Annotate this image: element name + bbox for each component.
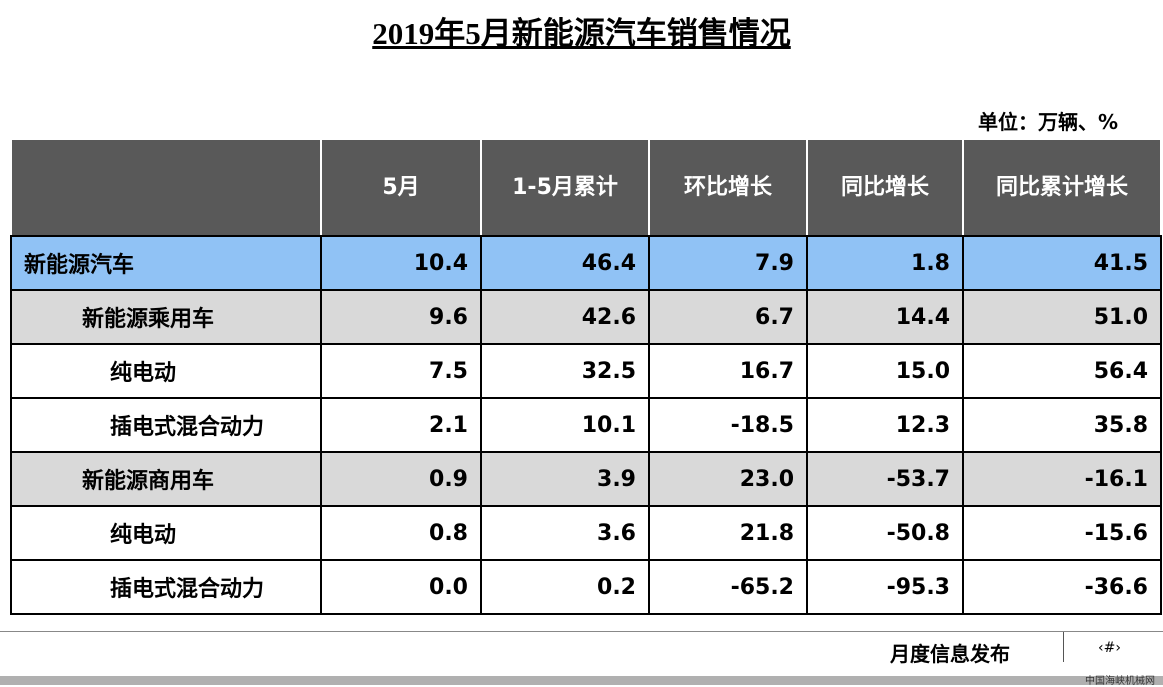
table-row: 新能源商用车 0.9 3.9 23.0 -53.7 -16.1 xyxy=(10,451,1162,507)
table-row: 纯电动 0.8 3.6 21.8 -50.8 -15.6 xyxy=(10,505,1162,561)
row-label: 新能源汽车 xyxy=(10,235,322,291)
value-cell: -95.3 xyxy=(806,559,964,615)
table-row: 插电式混合动力 0.0 0.2 -65.2 -95.3 -36.6 xyxy=(10,559,1162,615)
header-row: 5月 1-5月累计 环比增长 同比增长 同比累计增长 xyxy=(10,138,1162,237)
row-label: 插电式混合动力 xyxy=(10,559,322,615)
header-cell: 环比增长 xyxy=(648,138,808,237)
value-cell: 6.7 xyxy=(648,289,808,345)
value-cell: 23.0 xyxy=(648,451,808,507)
value-cell: 15.0 xyxy=(806,343,964,399)
value-cell: 7.5 xyxy=(320,343,482,399)
footer-line xyxy=(0,631,1163,632)
footer-label: 月度信息发布 xyxy=(890,642,1010,666)
value-cell: 51.0 xyxy=(962,289,1162,345)
value-cell: 42.6 xyxy=(480,289,650,345)
value-cell: -16.1 xyxy=(962,451,1162,507)
row-label: 新能源商用车 xyxy=(10,451,322,507)
value-cell: 56.4 xyxy=(962,343,1162,399)
table-row: 新能源乘用车 9.6 42.6 6.7 14.4 51.0 xyxy=(10,289,1162,345)
value-cell: -50.8 xyxy=(806,505,964,561)
value-cell: -18.5 xyxy=(648,397,808,453)
value-cell: 21.8 xyxy=(648,505,808,561)
value-cell: 2.1 xyxy=(320,397,482,453)
page-number: ‹#› xyxy=(1098,640,1121,656)
value-cell: 9.6 xyxy=(320,289,482,345)
value-cell: 0.2 xyxy=(480,559,650,615)
value-cell: -36.6 xyxy=(962,559,1162,615)
value-cell: 0.0 xyxy=(320,559,482,615)
table-row: 纯电动 7.5 32.5 16.7 15.0 56.4 xyxy=(10,343,1162,399)
value-cell: 0.9 xyxy=(320,451,482,507)
table-body: 新能源汽车 10.4 46.4 7.9 1.8 41.5 新能源乘用车 9.6 42.6 6.7 1… xyxy=(10,235,1162,615)
header-cell: 1-5月累计 xyxy=(480,138,650,237)
header-cell: 同比累计增长 xyxy=(962,138,1162,237)
watermark: 中国海峡机械网 xyxy=(1085,676,1155,687)
header-cell: 5月 xyxy=(320,138,482,237)
value-cell: 14.4 xyxy=(806,289,964,345)
table-row: 新能源汽车 10.4 46.4 7.9 1.8 41.5 xyxy=(10,235,1162,291)
row-label: 新能源乘用车 xyxy=(10,289,322,345)
value-cell: 41.5 xyxy=(962,235,1162,291)
value-cell: 1.8 xyxy=(806,235,964,291)
row-label: 插电式混合动力 xyxy=(10,397,322,453)
value-cell: 10.4 xyxy=(320,235,482,291)
header-cell: 同比增长 xyxy=(806,138,964,237)
value-cell: 12.3 xyxy=(806,397,964,453)
value-cell: 3.9 xyxy=(480,451,650,507)
row-label: 纯电动 xyxy=(10,343,322,399)
footer-separator xyxy=(1063,632,1064,662)
value-cell: -15.6 xyxy=(962,505,1162,561)
value-cell: 10.1 xyxy=(480,397,650,453)
value-cell: -53.7 xyxy=(806,451,964,507)
value-cell: -65.2 xyxy=(648,559,808,615)
value-cell: 0.8 xyxy=(320,505,482,561)
table: 5月 1-5月累计 环比增长 同比增长 同比累计增长 新能源汽车 10.4 46.4 7.9 1… xyxy=(10,138,1162,615)
header-cell xyxy=(10,138,322,237)
value-cell: 7.9 xyxy=(648,235,808,291)
table-row: 插电式混合动力 2.1 10.1 -18.5 12.3 35.8 xyxy=(10,397,1162,453)
value-cell: 3.6 xyxy=(480,505,650,561)
value-cell: 46.4 xyxy=(480,235,650,291)
value-cell: 16.7 xyxy=(648,343,808,399)
value-cell: 35.8 xyxy=(962,397,1162,453)
unit: 单位：万辆、% xyxy=(977,110,1118,134)
row-label: 纯电动 xyxy=(10,505,322,561)
value-cell: 32.5 xyxy=(480,343,650,399)
bottom-band xyxy=(0,676,1163,685)
title: 2019年5月新能源汽车销售情况 xyxy=(372,16,791,51)
